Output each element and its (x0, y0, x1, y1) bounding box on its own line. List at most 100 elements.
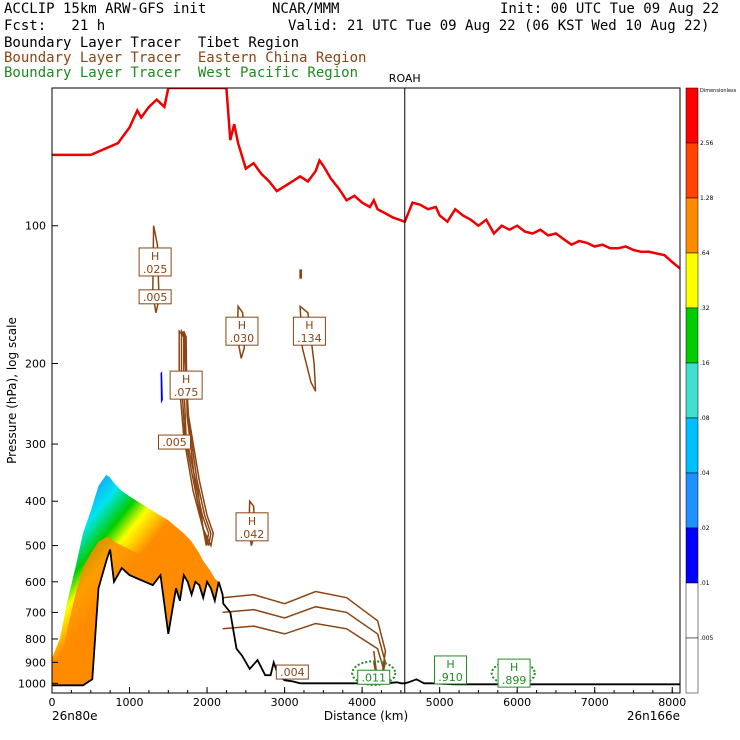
x-tick-label: 7000 (581, 696, 609, 709)
colorbar-label: .02 (700, 525, 710, 532)
colorbar-label: 1.28 (700, 195, 714, 202)
value-label-box (292, 316, 326, 346)
value-label: .005 (157, 434, 191, 450)
value-label-value: .042 (240, 528, 265, 541)
x-tick-label: 1000 (116, 696, 144, 709)
y-tick-label: 300 (25, 438, 46, 451)
y-tick-label: 600 (25, 576, 46, 589)
x-tick-label: 4000 (348, 696, 376, 709)
y-tick-label: 1000 (18, 677, 46, 690)
colorbar-label: .08 (700, 415, 710, 422)
value-label: .004 (275, 664, 309, 680)
colorbar-segment (685, 307, 699, 364)
value-label-value: .005 (162, 436, 187, 449)
colorbar-label: .16 (700, 360, 710, 367)
plot-frame (51, 87, 681, 694)
value-label: H.910 (434, 655, 468, 685)
colorbar-label: .04 (700, 470, 710, 477)
forecast-hour: Fcst: 21 h (4, 18, 106, 34)
x-tick-label: 0 (49, 696, 56, 709)
colorbar-segment (685, 637, 699, 694)
eastern-china-contour-dot (299, 269, 303, 279)
y-tick-label: 800 (25, 633, 46, 646)
x-tick-label: 8000 (658, 696, 686, 709)
value-label-box (138, 247, 172, 277)
value-label-value: .075 (174, 386, 199, 399)
left-endpoint: 26n80e (52, 709, 98, 723)
x-tick-label: 2000 (193, 696, 221, 709)
value-label-box (497, 658, 531, 688)
x-tick-label: 3000 (271, 696, 299, 709)
colorbar-segment (685, 252, 699, 309)
value-label: H.134 (292, 316, 326, 346)
value-label-box (225, 316, 259, 346)
value-label-h: H (305, 319, 313, 332)
value-label-h: H (238, 319, 246, 332)
y-axis-label: Pressure (hPa), log scale (5, 317, 19, 464)
x-tick-label: 5000 (426, 696, 454, 709)
value-label-h: H (248, 515, 256, 528)
colorbar-segment (685, 527, 699, 584)
x-axis-label: Distance (km) (324, 709, 408, 723)
eastern-china-contour-plume (183, 330, 210, 546)
colorbar-label: .01 (700, 580, 710, 587)
y-tick-label: 200 (25, 357, 46, 370)
y-tick-label: 500 (25, 540, 46, 553)
value-label-value: .030 (230, 332, 255, 345)
colorbar-label: 2.56 (700, 140, 714, 147)
value-label: .005 (138, 289, 172, 305)
colorbar-title: Dimensionless (700, 88, 737, 94)
y-tick-label: 700 (25, 606, 46, 619)
value-label-value: .134 (297, 332, 322, 345)
colorbar-label: .64 (700, 250, 710, 257)
colorbar-segment (685, 582, 699, 639)
legend-tibet: Boundary Layer Tracer Tibet Region (4, 35, 300, 51)
colorbar-label: .32 (700, 305, 710, 312)
y-tick-label: 900 (25, 656, 46, 669)
tibet-tracer-core (52, 537, 192, 686)
legend-west-pacific: Boundary Layer Tracer West Pacific Regio… (4, 65, 359, 81)
colorbar-segment (685, 472, 699, 529)
tibet-tracer-blob (160, 371, 163, 404)
tropopause-line (52, 88, 680, 270)
value-label: H.899 (497, 658, 531, 688)
value-label: H.025 (138, 247, 172, 277)
y-tick-label: 100 (25, 220, 46, 233)
terrain-line (52, 549, 680, 687)
colorbar-segment (685, 197, 699, 254)
value-label-box (138, 289, 172, 305)
west-pacific-contour-3 (490, 660, 537, 686)
colorbar-segment (685, 87, 699, 144)
value-label-box (235, 512, 269, 542)
value-label-value: .005 (143, 291, 168, 304)
value-label-value: .004 (280, 666, 305, 679)
colorbar-segment (685, 142, 699, 199)
value-label-h: H (510, 661, 518, 674)
right-endpoint: 26n166e (627, 709, 680, 723)
valid-time: Valid: 21 UTC Tue 09 Aug 22 (06 KST Wed … (288, 18, 710, 34)
value-label-value: .910 (438, 671, 463, 684)
value-label-box (357, 669, 391, 685)
value-label-value: .011 (362, 671, 387, 684)
station-label: ROAH (389, 72, 421, 85)
eastern-china-contour-134 (299, 304, 317, 392)
init-time: Init: 00 UTC Tue 09 Aug 22 (500, 1, 720, 17)
value-label-box (275, 664, 309, 680)
value-label-box (169, 370, 203, 400)
chart-title: ACCLIP 15km ARW-GFS init (4, 1, 207, 17)
west-pacific-contour-1 (350, 660, 397, 686)
value-label-h: H (151, 250, 159, 263)
colorbar-label: .005 (700, 635, 714, 642)
colorbar-segment (685, 417, 699, 474)
value-label-h: H (446, 658, 454, 671)
value-label-box (157, 434, 191, 450)
value-label: H.075 (169, 370, 203, 400)
value-label-h: H (182, 373, 190, 386)
value-label-box (434, 655, 468, 685)
eastern-china-contour-upper (152, 225, 160, 313)
value-label-value: .025 (143, 263, 168, 276)
value-label: H.042 (235, 512, 269, 542)
y-tick-label: 400 (25, 495, 46, 508)
legend-eastern-china: Boundary Layer Tracer Eastern China Regi… (4, 50, 367, 66)
